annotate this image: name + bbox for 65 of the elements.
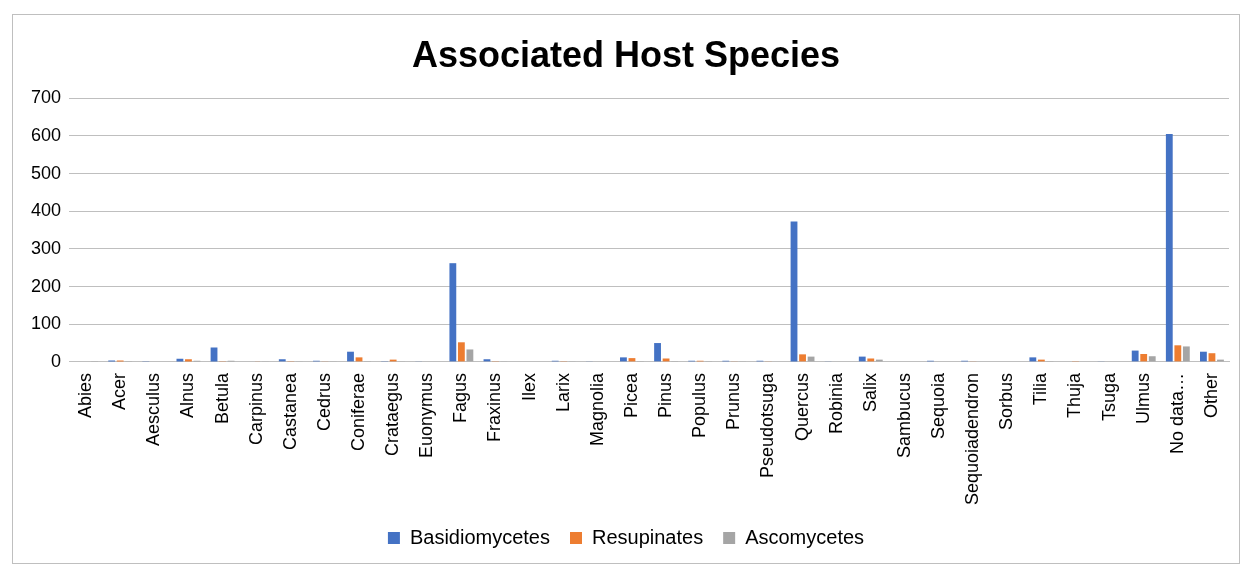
bar (1140, 353, 1148, 362)
x-tick-label: Robinia (825, 371, 846, 434)
bar (1200, 351, 1207, 362)
y-tick-label: 300 (30, 237, 62, 258)
x-tick-label: Magnolia (586, 371, 607, 446)
bar (1165, 133, 1173, 362)
bar (654, 343, 661, 362)
y-tick-label: 0 (51, 350, 62, 371)
x-tick-label: Castanea (279, 371, 300, 450)
bar (1182, 346, 1190, 362)
x-tick-label: Sorbus (996, 372, 1017, 430)
x-tick-label: Cedrus (313, 372, 334, 431)
bar (457, 342, 465, 362)
x-tick-label: No data… (1166, 372, 1187, 454)
x-tick-label: Fagus (450, 372, 471, 423)
x-tick-label: Larix (552, 372, 573, 412)
bar (1148, 356, 1156, 362)
y-tick-label: 100 (30, 313, 62, 334)
y-tick-label: 400 (30, 200, 62, 221)
bar (1131, 350, 1139, 362)
x-tick-label: Abies (75, 372, 96, 418)
chart-title: Associated Host Species (411, 33, 841, 75)
x-tick-label: Betula (211, 371, 232, 424)
bar (1174, 345, 1182, 362)
bar (278, 359, 286, 362)
x-tick-label: Ilex (518, 372, 539, 401)
legend-label: Basidiomycetes (409, 525, 550, 548)
x-tick-label: Populus (689, 372, 710, 438)
bar (867, 358, 875, 362)
y-tick-label: 500 (30, 162, 62, 183)
x-tick-label: Carpinus (245, 372, 266, 445)
legend-label: Ascomycetes (745, 525, 865, 548)
x-tick-label: Salix (859, 372, 880, 412)
x-tick-label: Thuja (1064, 371, 1085, 418)
bar (466, 349, 474, 362)
x-tick-label: Pinus (655, 372, 676, 418)
y-tick-label: 200 (30, 275, 62, 296)
bar (185, 359, 192, 362)
legend-label: Resupinates (591, 525, 704, 548)
x-tick-label: Ulmus (1132, 372, 1153, 424)
bar (620, 357, 627, 362)
x-tick-label: Alnus (177, 372, 198, 418)
x-tick-label: Tilia (1030, 371, 1051, 406)
x-tick-label: Pseudotsuga (757, 371, 778, 478)
x-tick-label: Crataegus (382, 372, 403, 456)
x-tick-label: Sequoia (927, 371, 948, 439)
x-tick-label: Other (1200, 372, 1221, 418)
bar (662, 358, 670, 362)
x-tick-label: Quercus (791, 372, 812, 441)
x-tick-label: Fraxinus (484, 372, 505, 442)
x-tick-label: Picea (620, 371, 641, 418)
x-tick-label: Sambucus (893, 372, 914, 458)
y-tick-label: 700 (30, 87, 62, 108)
bar (799, 354, 806, 362)
y-tick-label: 600 (30, 124, 62, 145)
x-tick-label: Sequoiadendron (962, 372, 983, 506)
x-tick-label: Coniferae (347, 372, 368, 451)
x-tick-label: Aesculus (143, 372, 164, 446)
bar (1029, 357, 1037, 362)
bar (347, 351, 354, 362)
x-tick-label: Acer (109, 372, 130, 410)
x-tick-label: Tsuga (1098, 371, 1119, 421)
x-tick-label: Prunus (723, 372, 744, 430)
bar (449, 263, 457, 362)
x-tick-label: Euonymus (416, 372, 437, 458)
